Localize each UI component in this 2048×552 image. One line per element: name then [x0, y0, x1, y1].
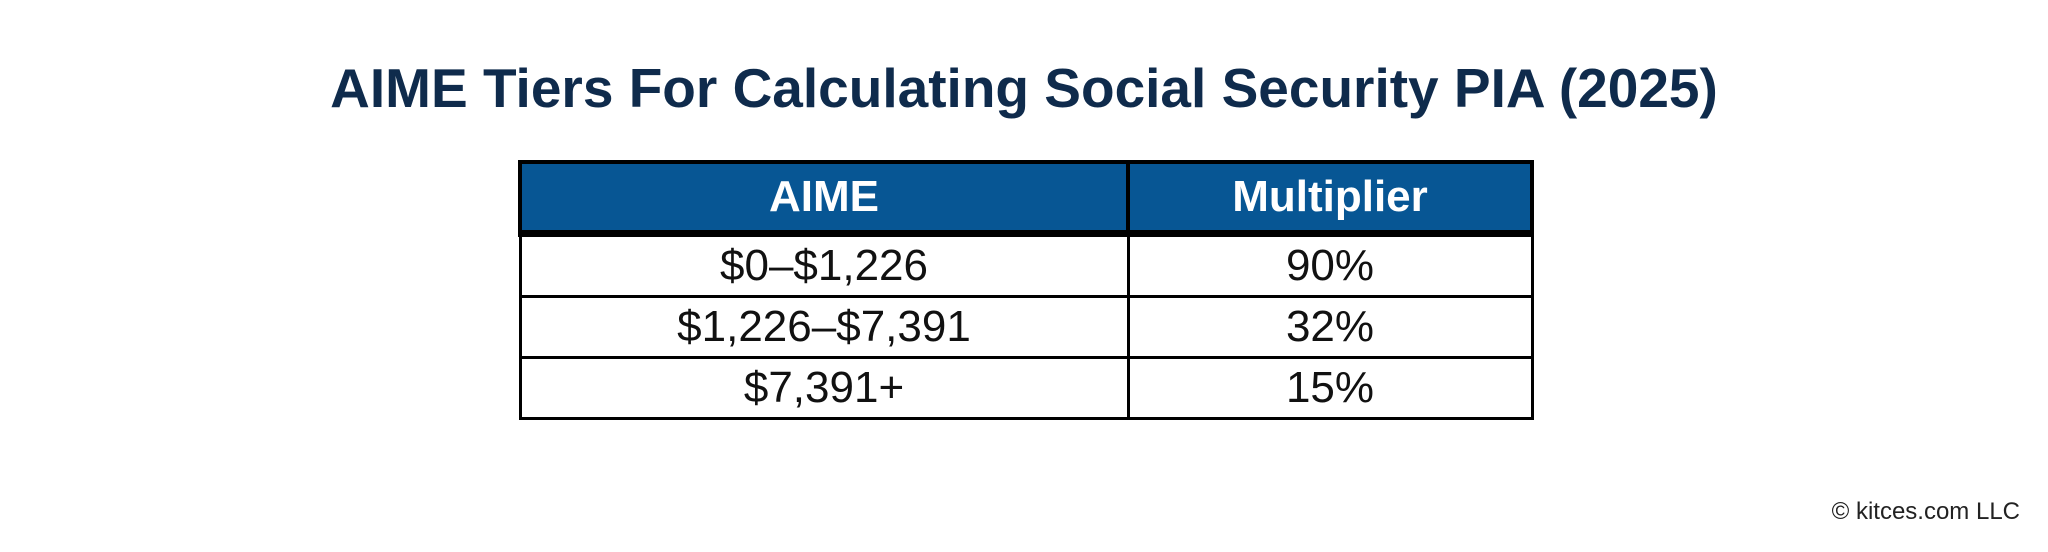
- multiplier-cell: 15%: [1126, 356, 1534, 420]
- aime-tiers-table: AIME Multiplier $0–$1,226 90% $1,226–$7,…: [518, 160, 1534, 420]
- aime-range-cell: $0–$1,226: [518, 232, 1130, 298]
- table-row: $7,391+ 15%: [518, 356, 1534, 420]
- multiplier-cell: 90%: [1126, 232, 1534, 298]
- aime-range-cell: $1,226–$7,391: [518, 295, 1130, 359]
- table-header-row: AIME Multiplier: [518, 160, 1534, 237]
- column-header-multiplier: Multiplier: [1126, 160, 1534, 237]
- copyright-notice: © kitces.com LLC: [1831, 498, 2020, 525]
- table-row: $1,226–$7,391 32%: [518, 295, 1534, 359]
- multiplier-cell: 32%: [1126, 295, 1534, 359]
- column-header-aime: AIME: [518, 160, 1130, 237]
- table-row: $0–$1,226 90%: [518, 232, 1534, 298]
- page-title: AIME Tiers For Calculating Social Securi…: [330, 57, 1718, 119]
- aime-range-cell: $7,391+: [518, 356, 1130, 420]
